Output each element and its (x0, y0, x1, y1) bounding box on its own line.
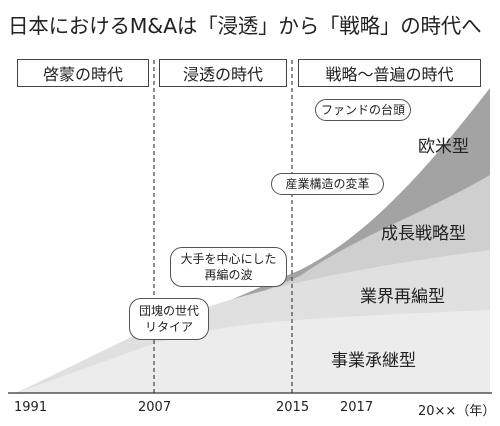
callout-industry-reform: 産業構造の変革 (271, 173, 384, 195)
year-1991: 1991 (14, 400, 48, 415)
label-industry-realignment: 業界再編型 (360, 287, 445, 307)
callout-retirement-line1: 団塊の世代 (138, 304, 199, 318)
era-strategy-universal: 戦略〜普遍の時代 (298, 59, 481, 87)
page-title: 日本におけるM&Aは「浸透」から「戦略」の時代へ (8, 14, 482, 38)
callout-realignment-line2: 再編の波 (204, 268, 253, 282)
callout-industry-reform-text: 産業構造の変革 (285, 177, 370, 191)
callout-realignment-wave: 大手を中心にした 再編の波 (170, 247, 287, 287)
label-business-succession: 事業承継型 (331, 351, 416, 371)
callout-realignment-line1: 大手を中心にした (180, 252, 277, 266)
year-future: 20××（年） (418, 404, 496, 419)
label-western: 欧米型 (418, 137, 469, 157)
layer-area-business-succession (16, 310, 490, 393)
callout-fund-rise-text: ファンドの台頭 (320, 103, 405, 117)
year-2015: 2015 (276, 400, 310, 415)
year-2017: 2017 (340, 400, 374, 415)
label-growth-strategy: 成長戦略型 (381, 224, 466, 244)
callout-retirement-line2: リタイア (144, 320, 193, 334)
callout-baby-boomer-retirement: 団塊の世代 リタイア (129, 298, 209, 340)
era-enlightenment: 啓蒙の時代 (17, 59, 149, 87)
era-penetration: 浸透の時代 (159, 59, 287, 87)
callout-fund-rise: ファンドの台頭 (315, 99, 411, 121)
year-2007: 2007 (138, 400, 172, 415)
